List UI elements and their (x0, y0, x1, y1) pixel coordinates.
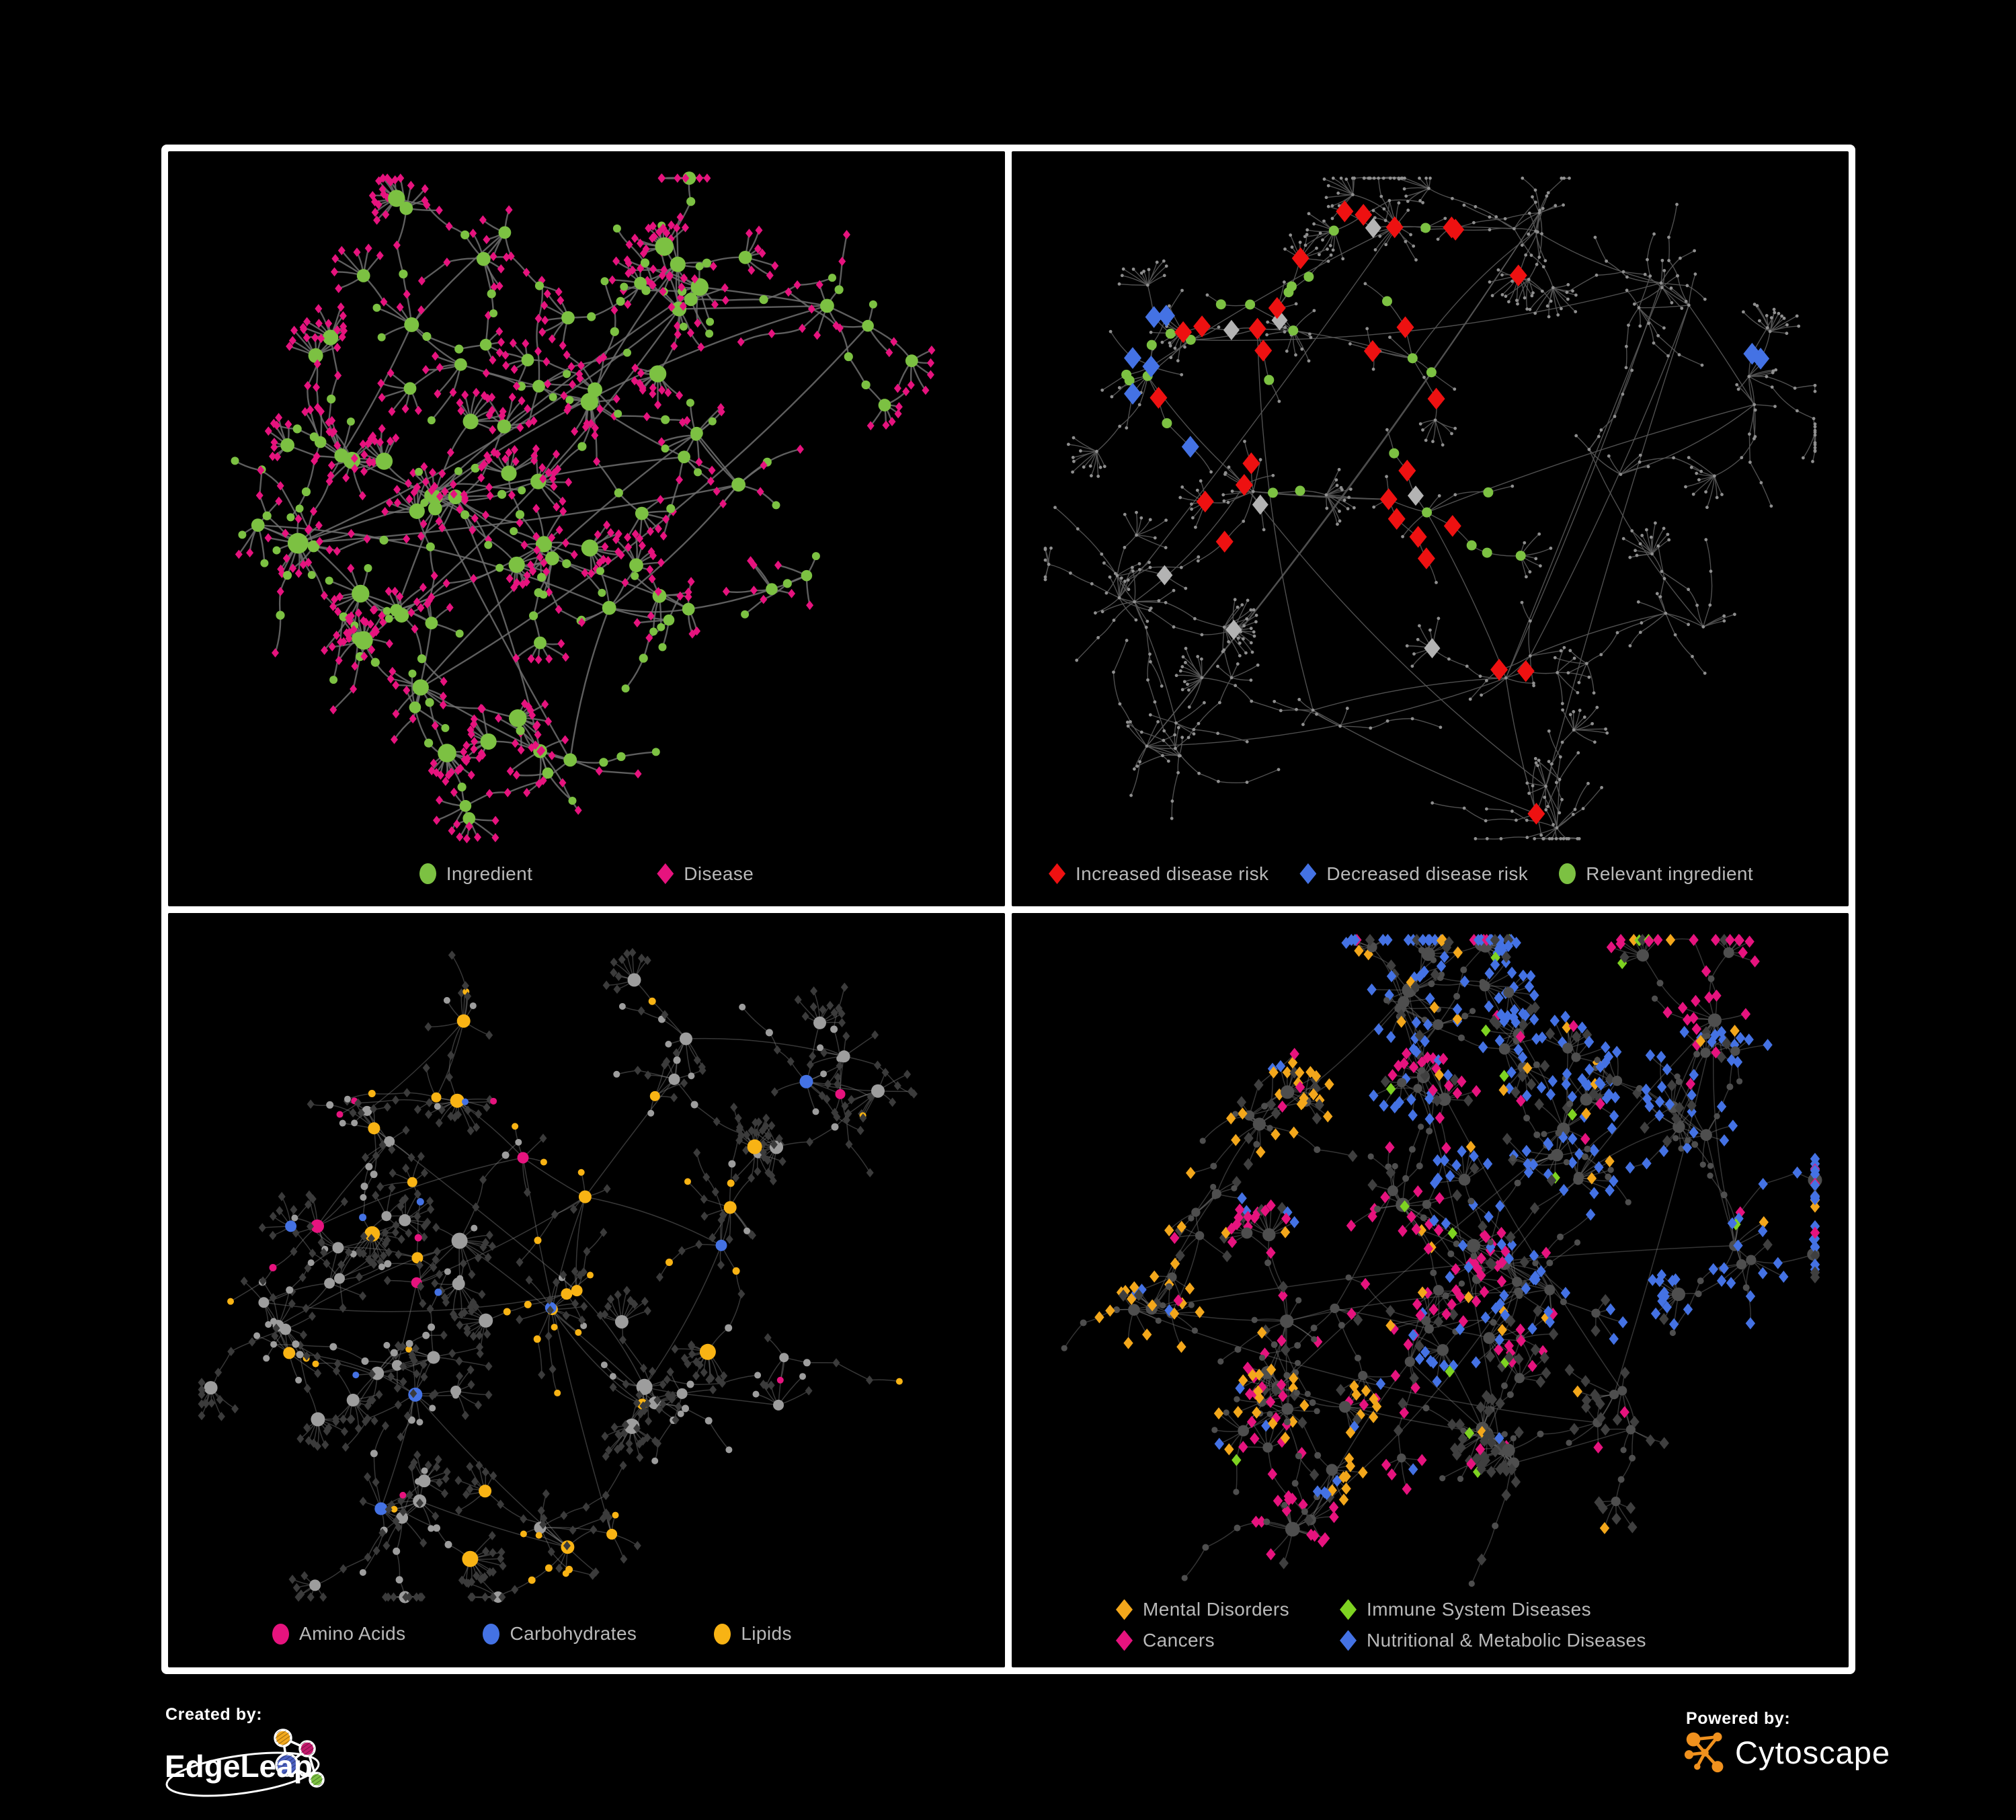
legend-marker-circle (714, 1623, 731, 1645)
legend-marker-diamond (1116, 1630, 1133, 1651)
legend-marker-circle (272, 1623, 289, 1645)
legend-label: Carbohydrates (510, 1623, 637, 1644)
legend-marker-diamond (1340, 1630, 1357, 1651)
legend-item: Nutritional & Metabolic Diseases (1340, 1630, 1646, 1651)
legend-item: Decreased disease risk (1299, 863, 1528, 885)
edgeleap-icon-nodes (274, 1729, 325, 1788)
cytoscape-icon-nodes (1684, 1732, 1724, 1773)
disease-risk-legend: Increased disease risk Decreased disease … (1049, 863, 1753, 885)
legend-item: Disease (657, 863, 754, 885)
disease-categories-network (1061, 933, 1822, 1587)
legend-label: Mental Disorders (1143, 1599, 1290, 1620)
legend-item: Mental Disorders (1116, 1599, 1289, 1620)
legend-label: Amino Acids (299, 1623, 406, 1644)
legend-marker-diamond (1116, 1599, 1133, 1620)
disease-risk-network (1043, 176, 1817, 840)
legend-item: Amino Acids (272, 1623, 405, 1645)
legend-marker-circle (419, 863, 436, 884)
panel-grid: Ingredient Disease Increased disease risk… (161, 145, 1855, 1674)
powered-by-label: Powered by: (1686, 1709, 1791, 1728)
legend-label: Immune System Diseases (1367, 1599, 1592, 1620)
nutrient-categories-network (198, 947, 918, 1603)
legend-label: Decreased disease risk (1326, 863, 1529, 884)
cytoscape-icon (1684, 1732, 1724, 1773)
legend-label: Lipids (741, 1623, 792, 1644)
legend-label: Disease (684, 863, 754, 884)
legend-label: Cancers (1143, 1630, 1215, 1651)
legend-marker-diamond (1299, 863, 1317, 884)
panel-nutrient-categories: Amino Acids Carbohydrates Lipids (168, 912, 1005, 1667)
edgeleap-wordmark: EdgeLeap (165, 1749, 313, 1784)
panel-disease-risk: Increased disease risk Decreased disease … (1012, 151, 1849, 906)
ingredient-disease-legend: Ingredient Disease (168, 863, 1005, 885)
cytoscape-wordmark: Cytoscape (1735, 1734, 1891, 1770)
legend-label: Increased disease risk (1076, 863, 1269, 884)
ingredient-disease-network (231, 171, 936, 844)
legend-label: Relevant ingredient (1586, 863, 1754, 884)
disease-categories-legend: Mental Disorders Immune System Diseases Ca… (1116, 1599, 1646, 1651)
legend-marker-diamond (1340, 1599, 1357, 1620)
legend-item: Lipids (714, 1623, 792, 1645)
nutrient-categories-legend: Amino Acids Carbohydrates Lipids (272, 1623, 792, 1645)
panel-disease-categories: Mental Disorders Immune System Diseases Ca… (1012, 912, 1849, 1667)
legend-marker-circle (483, 1623, 500, 1645)
legend-label: Nutritional & Metabolic Diseases (1367, 1630, 1646, 1651)
legend-item: Ingredient (419, 863, 533, 885)
legend-item: Increased disease risk (1049, 863, 1268, 885)
legend-marker-diamond (657, 863, 674, 884)
legend-item: Cancers (1116, 1630, 1289, 1651)
legend-marker-diamond (1049, 863, 1065, 884)
edgeleap-credit: Created by: EdgeLeap (163, 1705, 338, 1802)
cytoscape-credit: Powered by: Cytoscape (1684, 1709, 1890, 1774)
edgeleap-logo: EdgeLeap (165, 1729, 325, 1797)
legend-item: Immune System Diseases (1340, 1599, 1646, 1620)
cytoscape-lockup: Cytoscape (1684, 1730, 1890, 1774)
created-by-label: Created by: (165, 1705, 263, 1724)
edgeleap-swoosh (165, 1751, 320, 1797)
legend-marker-circle (1559, 863, 1576, 884)
legend-item: Relevant ingredient (1559, 863, 1753, 885)
legend-item: Carbohydrates (483, 1623, 637, 1645)
panel-ingredient-disease: Ingredient Disease (168, 151, 1005, 906)
legend-label: Ingredient (446, 863, 533, 884)
